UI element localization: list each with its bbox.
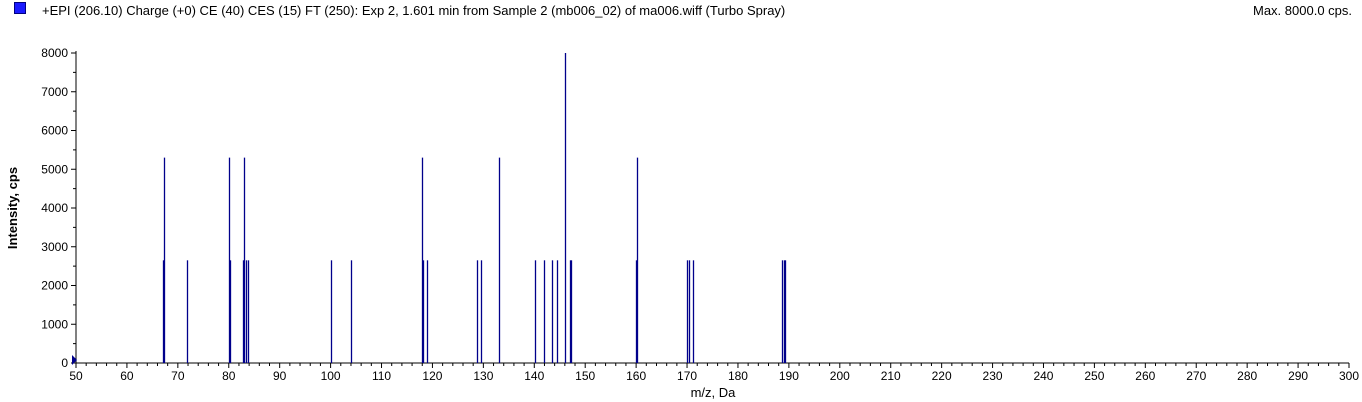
x-tick-label: 60 xyxy=(120,369,134,383)
max-intensity-label: Max. 8000.0 cps. xyxy=(1253,3,1352,18)
y-axis-title: Intensity, cps xyxy=(5,167,20,249)
x-tick-label: 130 xyxy=(473,369,493,383)
spectrum-peaks xyxy=(162,53,787,363)
spectrum-title: +EPI (206.10) Charge (+0) CE (40) CES (1… xyxy=(42,3,786,18)
x-tick-label: 180 xyxy=(728,369,748,383)
x-tick-label: 190 xyxy=(779,369,799,383)
x-axis: 50 60 70 80 90 100 110 120 130 140 150 160 170 180 190… xyxy=(69,362,1359,383)
y-tick-label: 0 xyxy=(61,356,68,370)
x-tick-label: 290 xyxy=(1288,369,1308,383)
y-tick-label: 4000 xyxy=(41,201,68,215)
x-tick-label: 240 xyxy=(1033,369,1053,383)
x-tick-label: 80 xyxy=(222,369,236,383)
x-tick-label: 150 xyxy=(575,369,595,383)
y-tick-label: 3000 xyxy=(41,240,68,254)
x-tick-label: 220 xyxy=(932,369,952,383)
y-tick-label: 2000 xyxy=(41,279,68,293)
x-tick-label: 260 xyxy=(1135,369,1155,383)
y-origin-marker[interactable] xyxy=(72,355,77,365)
y-tick-label: 8000 xyxy=(41,46,68,60)
x-tick-label: 230 xyxy=(983,369,1003,383)
legend-square xyxy=(14,2,26,14)
x-tick-label: 110 xyxy=(372,369,391,383)
x-tick-label: 140 xyxy=(524,369,544,383)
x-tick-label: 270 xyxy=(1186,369,1206,383)
x-tick-label: 210 xyxy=(881,369,901,383)
y-tick-label: 7000 xyxy=(41,85,68,99)
x-tick-label: 120 xyxy=(422,369,442,383)
x-tick-label: 90 xyxy=(273,369,287,383)
x-tick-label: 300 xyxy=(1339,369,1359,383)
x-axis-title: m/z, Da xyxy=(691,385,737,400)
x-tick-label: 50 xyxy=(69,369,83,383)
x-tick-label: 170 xyxy=(677,369,697,383)
y-tick-label: 1000 xyxy=(41,317,68,331)
x-tick-label: 250 xyxy=(1084,369,1104,383)
y-axis: 0 1000 2000 3000 4000 5000 6000 7000 8000 xyxy=(41,46,77,370)
x-tick-label: 280 xyxy=(1237,369,1257,383)
x-tick-label: 160 xyxy=(626,369,646,383)
x-tick-label: 200 xyxy=(830,369,850,383)
x-tick-label: 70 xyxy=(171,369,185,383)
x-tick-label: 100 xyxy=(321,369,341,383)
y-tick-label: 5000 xyxy=(41,162,68,176)
y-tick-label: 6000 xyxy=(41,124,68,138)
